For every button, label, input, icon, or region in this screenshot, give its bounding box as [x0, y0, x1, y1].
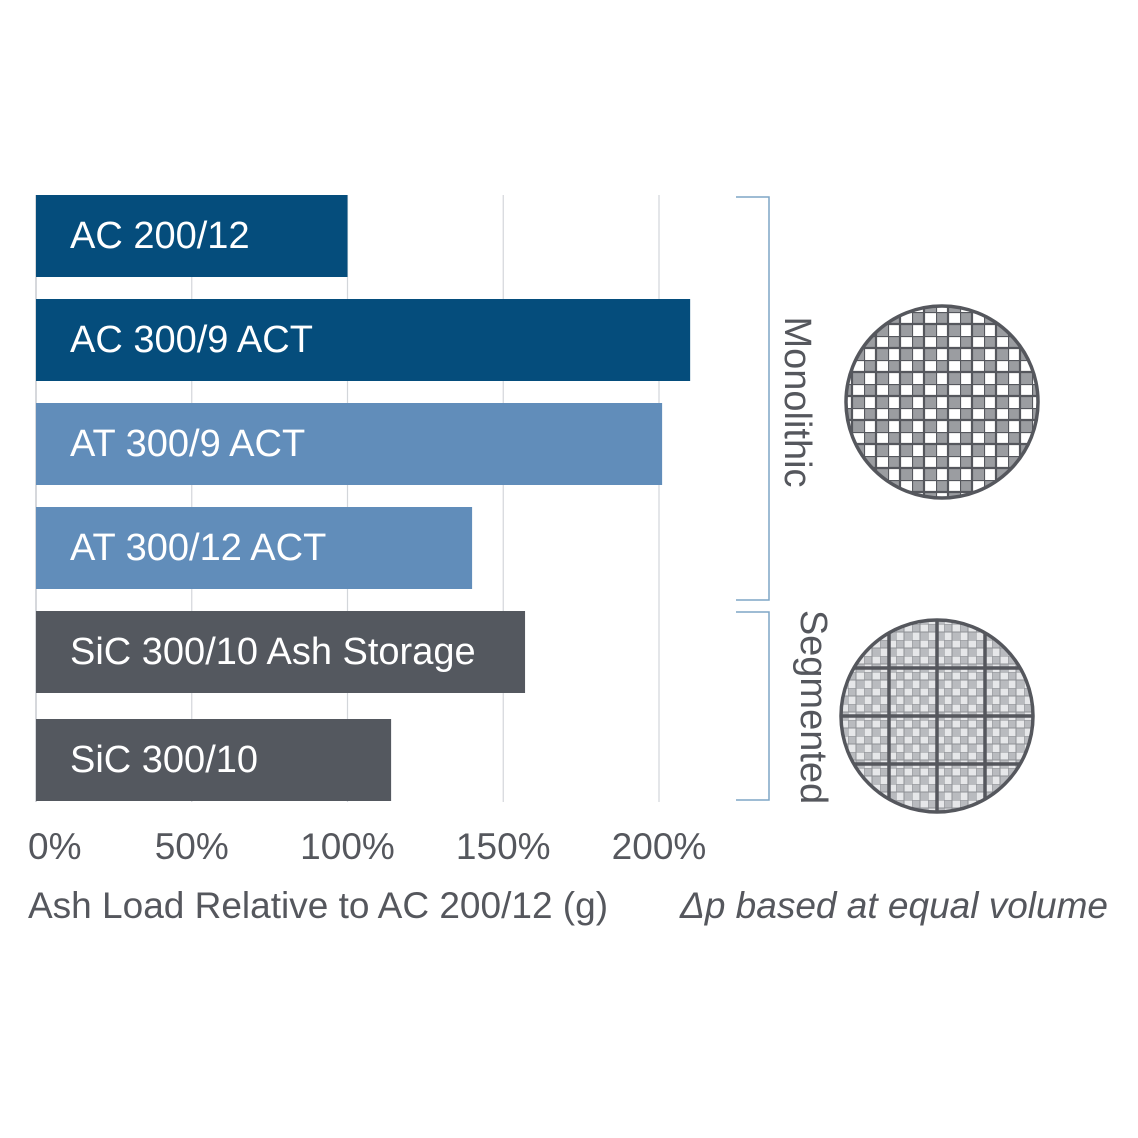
bar-5	[36, 611, 526, 693]
bar-label-1: AC 200/12	[70, 215, 250, 257]
bar-label-6: SiC 300/10	[70, 739, 258, 781]
bar-1	[36, 195, 348, 277]
x-tick-label-200: 200%	[612, 826, 707, 867]
group-brackets	[736, 196, 770, 801]
segmented-bracket	[736, 611, 770, 801]
pressure-drop-note: Δp based at equal volume	[679, 885, 1108, 926]
bars: AC 200/12 AC 300/9 ACT AT 300/9 ACT AT 300/…	[36, 195, 691, 801]
bar-6	[36, 719, 392, 801]
monolithic-filter-cross-section-icon	[844, 304, 1040, 500]
monolithic-group-label: Monolithic	[776, 316, 818, 487]
bar-3	[36, 403, 663, 485]
bar-4	[36, 507, 473, 589]
bar-2	[36, 299, 691, 381]
bar-label-3: AT 300/9 ACT	[70, 423, 305, 465]
bar-label-4: AT 300/12 ACT	[70, 527, 326, 569]
x-tick-labels: 0% 50% 100% 150% 200%	[28, 826, 706, 867]
segmented-group-label: Segmented	[792, 610, 834, 804]
segmented-filter-cross-section-icon	[839, 618, 1035, 814]
gridlines	[191, 195, 660, 802]
x-tick-label-100: 100%	[300, 826, 395, 867]
x-axis-label: Ash Load Relative to AC 200/12 (g)	[28, 885, 608, 926]
monolithic-bracket	[736, 196, 770, 601]
x-tick-label-50: 50%	[155, 826, 229, 867]
x-tick-label-150: 150%	[456, 826, 551, 867]
bar-label-5: SiC 300/10 Ash Storage	[70, 631, 476, 673]
x-tick-label-0: 0%	[28, 826, 81, 867]
bar-label-2: AC 300/9 ACT	[70, 319, 313, 361]
